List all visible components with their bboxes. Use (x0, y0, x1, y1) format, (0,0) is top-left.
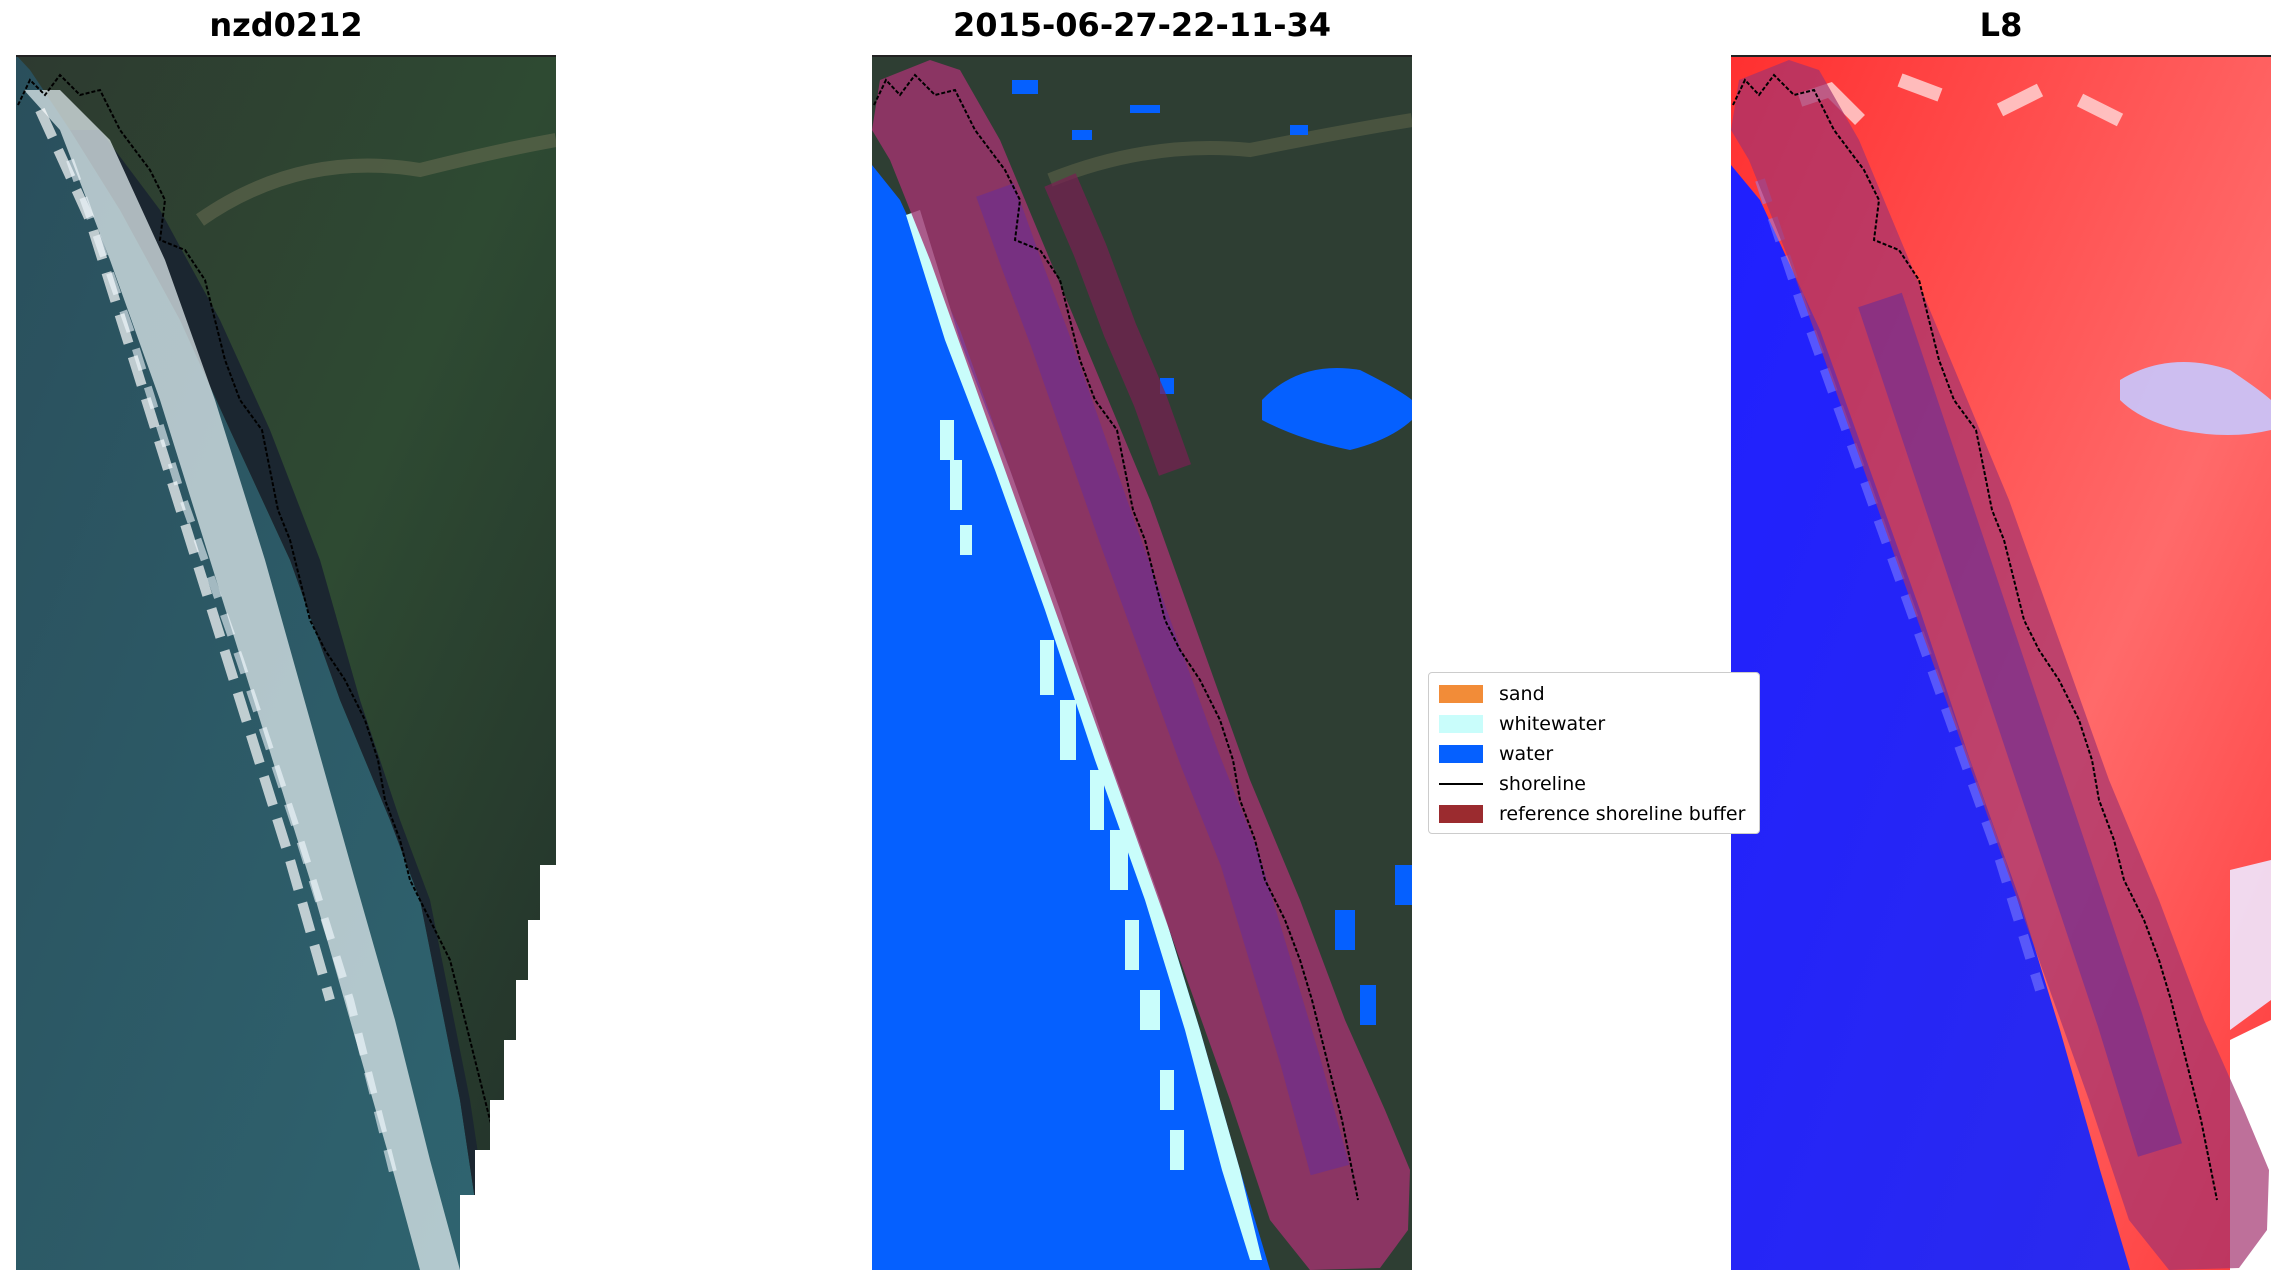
axes-frame-1 (16, 55, 556, 57)
panel-title-rgb: nzd0212 (209, 6, 363, 44)
legend-item-whitewater: whitewater (1439, 711, 1605, 737)
panel-title-classification: 2015-06-27-22-11-34 (952, 6, 1332, 44)
panel-index (1731, 55, 2271, 1270)
legend-item-sand: sand (1439, 681, 1545, 707)
water-swatch (1439, 745, 1483, 763)
panel-classification (872, 55, 1412, 1270)
shoreline (1732, 73, 2218, 1201)
shoreline (873, 73, 1359, 1201)
sand-swatch (1439, 685, 1483, 703)
water-lake (1262, 368, 1412, 450)
legend: sand whitewater water shoreline referenc… (1428, 672, 1760, 834)
whitewater-class (906, 210, 1262, 1260)
shoreline-line-swatch (1439, 783, 1483, 785)
legend-item-shoreline: shoreline (1439, 771, 1586, 797)
legend-label-water: water (1499, 743, 1554, 765)
axes-frame-3 (1731, 55, 2271, 57)
whitewater-swatch (1439, 715, 1483, 733)
legend-item-water: water (1439, 741, 1553, 767)
legend-label-sand: sand (1499, 683, 1545, 705)
panel-rgb-image (16, 55, 556, 1270)
panel-title-index: L8 (1979, 6, 2023, 44)
surf-zone (24, 90, 460, 1270)
buffer-swatch (1439, 805, 1483, 823)
legend-label-whitewater: whitewater (1499, 713, 1606, 735)
axes-frame-2 (872, 55, 1412, 57)
legend-label-buffer: reference shoreline buffer (1499, 803, 1746, 825)
shoreline (17, 73, 501, 1151)
legend-item-buffer: reference shoreline buffer (1439, 801, 1745, 827)
water-index-area (1731, 165, 2130, 1270)
legend-label-shoreline: shoreline (1499, 773, 1586, 795)
